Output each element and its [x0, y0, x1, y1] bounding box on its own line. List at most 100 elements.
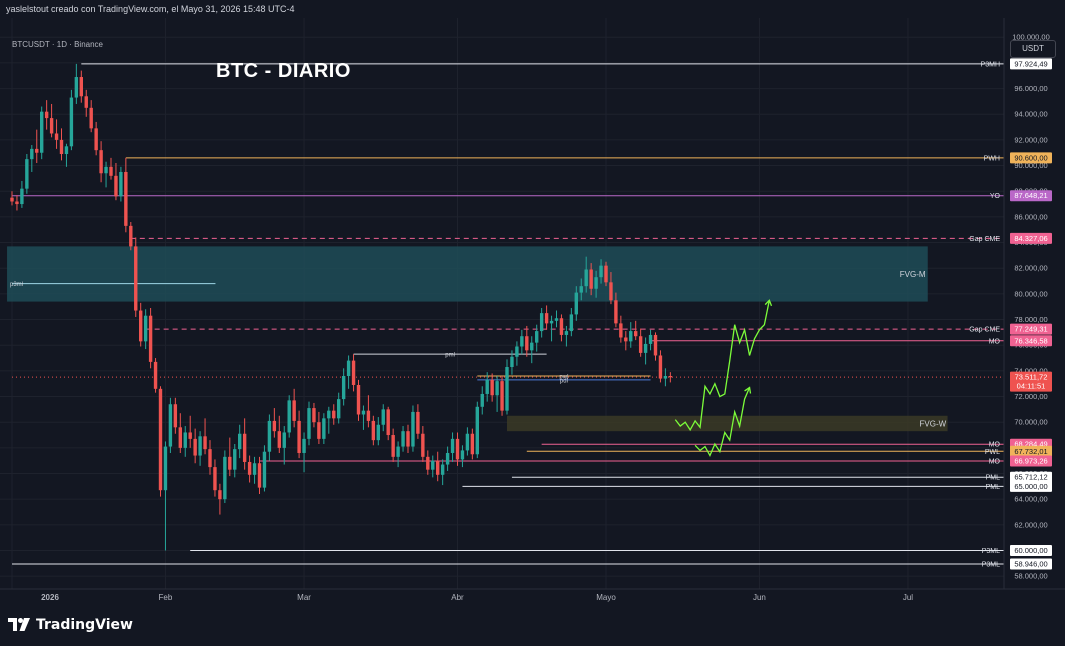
candle-body	[143, 315, 148, 342]
candle-body	[238, 433, 242, 450]
price-tick: 74.000,00	[1014, 366, 1047, 375]
candle-body	[584, 269, 588, 287]
projection-arrowhead	[764, 299, 773, 307]
candle-body	[386, 409, 390, 436]
candle-body	[297, 420, 301, 453]
chart-caption: yaslelstout creado con TradingView.com, …	[0, 0, 1065, 18]
candle-body	[332, 410, 336, 419]
candle-body	[341, 375, 346, 400]
candle-body	[559, 318, 564, 335]
price-tick: 70.000,00	[1014, 418, 1047, 427]
chart-canvas[interactable]: FVG-M FVG-W p3ml P3MH PWH YO Gap CME Gap CME MO…	[0, 18, 1065, 606]
candle-body	[134, 246, 138, 311]
candle-body	[322, 418, 326, 439]
candle-body	[193, 438, 197, 456]
tradingview-logo[interactable]: TradingView	[8, 617, 133, 633]
fvg-zone	[7, 246, 928, 302]
candle-body	[15, 201, 19, 205]
candle-body	[139, 310, 143, 342]
chart-title: BTC - DIARIO	[216, 60, 351, 82]
price-badge	[1010, 323, 1052, 335]
level-label: PML	[986, 475, 1001, 482]
candle-body	[262, 451, 267, 488]
symbol-label[interactable]: BTCUSDT · 1D · Binance	[12, 40, 103, 49]
projection-path[interactable]	[694, 387, 751, 458]
candle-body	[64, 146, 69, 155]
price-badge	[1010, 335, 1052, 347]
price-badge-text: 67.732,01	[1014, 447, 1047, 456]
candle-body	[668, 375, 673, 378]
candle-body	[233, 449, 237, 470]
level-label: MO	[989, 442, 1001, 449]
currency-button[interactable]: USDT	[1010, 40, 1056, 58]
candle-body	[69, 97, 74, 147]
candle-body	[153, 361, 158, 389]
candle-body	[515, 346, 519, 357]
candle-body	[89, 107, 93, 129]
price-tick: 100.000,00	[1012, 33, 1050, 42]
price-axis[interactable]: 100.000,0098.000,0096.000,0094.000,0092.…	[1003, 18, 1065, 606]
candle-body	[292, 400, 296, 421]
price-badge	[1010, 232, 1052, 244]
candle-body	[554, 318, 559, 321]
price-tick: 64.000,00	[1014, 495, 1047, 504]
candle-body	[500, 381, 504, 411]
candle-body	[470, 433, 475, 455]
candle-body	[203, 436, 207, 450]
level-label: P3ML	[982, 548, 1000, 555]
tradingview-logo-text: TradingView	[36, 617, 133, 633]
candle-body	[312, 408, 316, 423]
candle-body	[431, 460, 435, 470]
price-badge	[1010, 190, 1052, 202]
price-badge-text: 60.000,00	[1014, 546, 1047, 555]
candle-body	[401, 431, 405, 447]
price-chart[interactable]: FVG-M FVG-W p3ml P3MH PWH YO Gap CME Gap CME MO…	[0, 18, 1065, 606]
price-badge-text: 87.648,21	[1014, 191, 1047, 200]
candle-body	[346, 360, 351, 376]
projection-arrowhead	[744, 386, 752, 394]
time-tick: Feb	[159, 593, 173, 602]
price-badge-text: 84.327,06	[1014, 234, 1047, 243]
candle-body	[129, 225, 133, 247]
time-tick: Jul	[903, 593, 913, 602]
price-badge	[1010, 371, 1052, 392]
level-label: P3MH	[981, 61, 1000, 68]
candle-body	[351, 360, 356, 385]
candle-body	[257, 463, 262, 488]
candle-body	[49, 118, 54, 134]
price-axis-badges: 97.924,49 90.600,00 87.648,21 84.327,06 77.2…	[1010, 58, 1052, 570]
candle-body	[188, 432, 192, 439]
level-label: MO	[989, 459, 1001, 466]
time-tick: Jun	[753, 593, 766, 602]
time-axis-bg	[0, 589, 1065, 606]
candle-body	[391, 435, 395, 457]
time-axis[interactable]: 2026 Feb Mar Abr Mayo Jun Jul	[0, 588, 1065, 606]
candle-body	[421, 433, 425, 457]
candle-body	[302, 438, 306, 453]
candle-body	[381, 409, 385, 425]
candle-body	[406, 431, 410, 447]
candle-body	[356, 384, 361, 415]
candle-body	[10, 197, 14, 202]
candle-body	[168, 404, 173, 447]
candle-body	[44, 111, 49, 119]
candle-body	[119, 171, 123, 197]
price-tick: 86.000,00	[1014, 212, 1047, 221]
candle-body	[371, 420, 376, 441]
price-badge-text: 73.511,72	[1015, 373, 1048, 382]
time-tick: Mayo	[596, 593, 616, 602]
candle-body	[505, 367, 509, 411]
candle-body	[658, 355, 663, 379]
candle-body	[416, 411, 420, 434]
candle-body	[183, 432, 187, 448]
projection-paths[interactable]	[674, 299, 773, 458]
price-tick: 82.000,00	[1014, 264, 1047, 273]
projection-path[interactable]	[674, 300, 770, 432]
candle-body	[317, 422, 321, 439]
candle-body	[25, 159, 29, 189]
price-badge	[1010, 58, 1052, 70]
price-tick: 78.000,00	[1014, 315, 1047, 324]
candle-body	[544, 313, 549, 324]
candle-body	[158, 388, 163, 491]
candle-body	[163, 446, 168, 491]
